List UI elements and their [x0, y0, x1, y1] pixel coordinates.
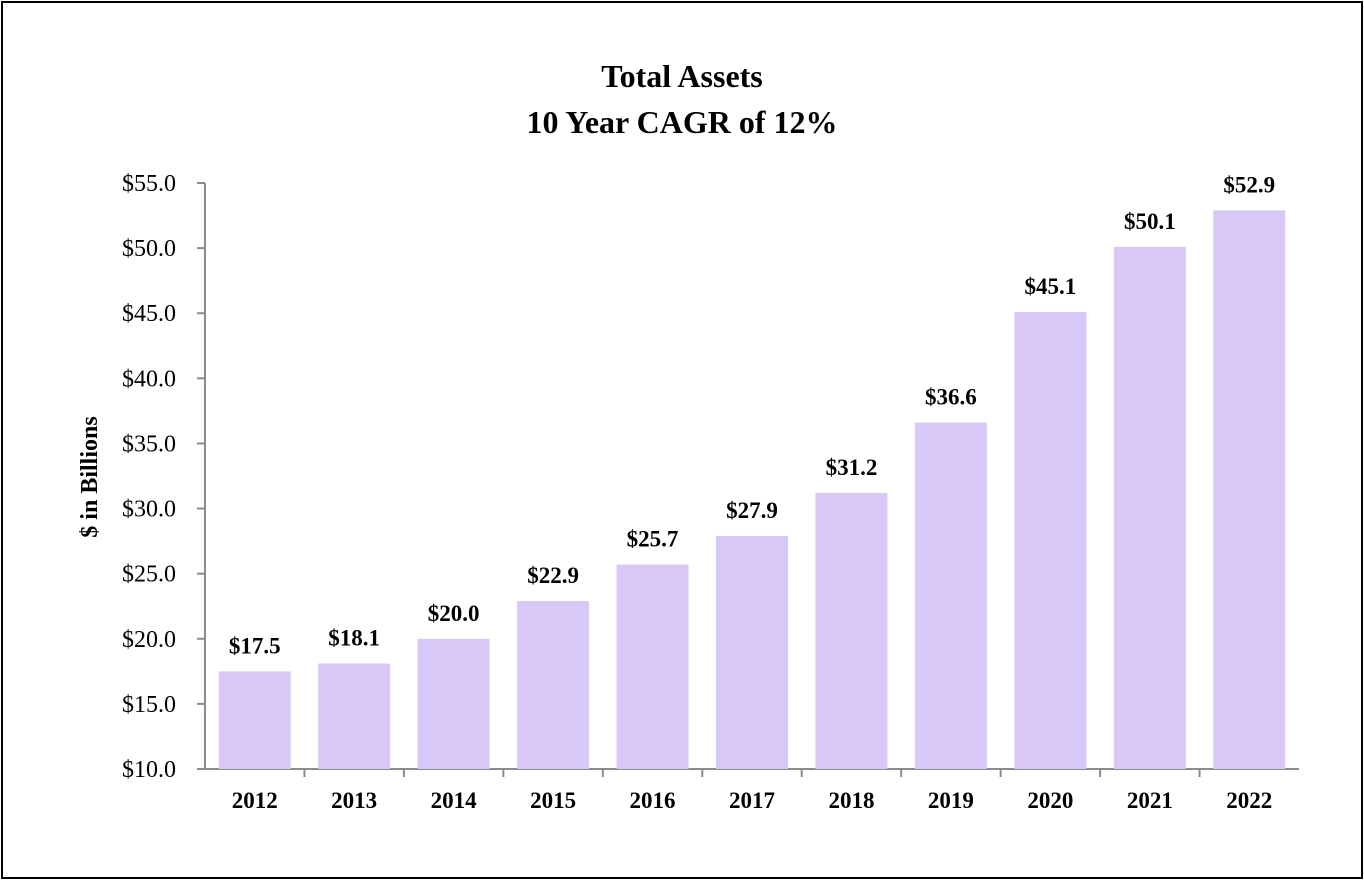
- data-label: $52.9: [1223, 172, 1275, 197]
- x-tick-label: 2021: [1127, 788, 1173, 813]
- bar-2015: [517, 601, 590, 769]
- data-label: $36.6: [925, 385, 977, 410]
- bar-2019: [914, 422, 987, 769]
- bars: [218, 210, 1286, 769]
- y-tick-label: $15.0: [122, 692, 176, 718]
- y-tick-label: $25.0: [122, 562, 176, 588]
- y-tick-label: $45.0: [122, 301, 176, 327]
- y-tick-label: $40.0: [122, 366, 176, 392]
- axes: $10.0 $15.0 $20.0 $25.0 $30.0 $35.0 $40.0 $45.0…: [122, 171, 1299, 813]
- bar-2014: [417, 638, 490, 769]
- bar-2021: [1113, 246, 1186, 769]
- chart-title-line-2: 10 Year CAGR of 12%: [526, 104, 838, 140]
- data-label: $20.0: [428, 601, 480, 626]
- y-tick-label: $35.0: [122, 431, 176, 457]
- data-label: $25.7: [627, 527, 679, 552]
- y-tick-label: $50.0: [122, 236, 176, 262]
- y-tick-label: $55.0: [122, 171, 176, 197]
- data-label: $18.1: [328, 626, 380, 651]
- data-label: $17.5: [229, 633, 281, 658]
- data-label: $31.2: [826, 455, 878, 480]
- bar-2013: [318, 663, 391, 769]
- x-tick-label: 2015: [530, 788, 576, 813]
- x-tick-label: 2017: [729, 788, 775, 813]
- y-tick-label: $20.0: [122, 627, 176, 653]
- x-tick-label: 2020: [1027, 788, 1073, 813]
- chart-title-line-1: Total Assets: [601, 58, 763, 94]
- data-label: $27.9: [726, 498, 778, 523]
- data-labels: $17.5 $18.1 $20.0 $22.9 $25.7 $27.9 $31.2 $36.6…: [229, 172, 1275, 658]
- bar-2018: [815, 492, 888, 769]
- x-tick-label: 2013: [331, 788, 377, 813]
- y-axis-label: $ in Billions: [77, 416, 103, 537]
- x-tick-label: 2012: [232, 788, 278, 813]
- data-label: $45.1: [1024, 274, 1076, 299]
- y-tick-label: $10.0: [122, 757, 176, 783]
- x-tick-label: 2019: [928, 788, 974, 813]
- x-tick-label: 2022: [1226, 788, 1272, 813]
- x-tick-label: 2018: [828, 788, 874, 813]
- bar-2012: [218, 671, 291, 769]
- bar-2017: [716, 535, 788, 769]
- bar-2016: [616, 564, 689, 769]
- data-label: $50.1: [1124, 209, 1176, 234]
- bar-2022: [1213, 210, 1286, 769]
- x-tick-label: 2014: [431, 788, 478, 813]
- x-tick-label: 2016: [630, 788, 676, 813]
- data-label: $22.9: [527, 563, 579, 588]
- y-tick-label: $30.0: [122, 497, 176, 523]
- bar-2020: [1014, 311, 1087, 769]
